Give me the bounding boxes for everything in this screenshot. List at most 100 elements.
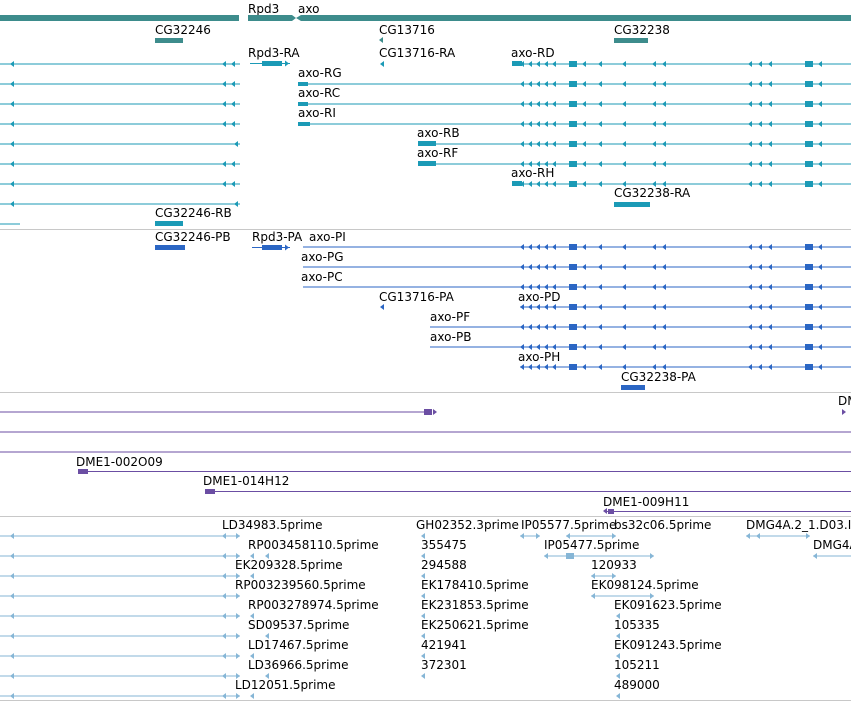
protein-axo-ph-exon (622, 364, 626, 370)
est-label-e-105335: 105335 (614, 618, 660, 632)
transcript-axo-rd-exon (582, 61, 586, 67)
est-mark (421, 533, 425, 539)
transcript-axo-rc-exon (569, 101, 577, 107)
transcript-axo-rb-exon (520, 141, 524, 147)
transcript-axo-rc-exon (768, 101, 772, 107)
transcript-axo-rc-exon (662, 101, 666, 107)
transcript-axo-ri-exon (544, 121, 548, 127)
protein-axo-pb-exon (552, 344, 556, 350)
est-mark (265, 633, 269, 639)
transcript-axo-rh-exon (768, 181, 772, 187)
protein-axo-pd-exon (552, 304, 556, 310)
protein-axo-pc-exon (598, 284, 602, 290)
transcript-exon-axo-rh (512, 181, 522, 186)
transcript-axo-rc-exon (622, 101, 626, 107)
est-left-exon (236, 553, 240, 559)
transcript-axo-rd-exon (544, 61, 548, 67)
transcript-axo-rd-exon (768, 61, 772, 67)
protein-axo-ph-exon (748, 364, 752, 370)
protein-axo-pd-exon (520, 304, 524, 310)
transcript-left-exon (222, 81, 226, 87)
protein-axo-pg-exon (622, 264, 626, 270)
transcript-axo-rc-exon (536, 101, 540, 107)
clone-label-dme1-014h12: DME1-014H12 (203, 474, 289, 488)
protein-axo-pf-exon (768, 324, 772, 330)
protein-axo-pb-exon (622, 344, 626, 350)
protein-axo-pf-exon (818, 324, 822, 330)
est-mark (250, 573, 254, 579)
est-label-e-dmg4a2: DMG4A.2_1.D03.I (746, 518, 851, 532)
protein-axo-ph-exon (758, 364, 762, 370)
transcript-axo-ri-exon (520, 121, 524, 127)
transcript-axo-ri-exon (805, 121, 813, 127)
est-left-exon (222, 573, 226, 579)
transcript-left-exon (231, 101, 235, 107)
protein-axo-pb-exon (818, 344, 822, 350)
transcript-axo-rd-exon (520, 61, 524, 67)
transcript-axo-rd-exon (622, 61, 626, 67)
protein-exon-cg32246-pb (155, 245, 185, 250)
protein-axo-pd-exon (569, 304, 577, 310)
protein-axo-pf-exon (569, 324, 577, 330)
protein-axo-pg-exon (805, 264, 813, 270)
est-label-e-rp003458110: RP003458110.5prime (248, 538, 379, 552)
transcript-axo-rf-exon (544, 161, 548, 167)
protein-axo-pd-exon (652, 304, 656, 310)
est-mark (250, 653, 254, 659)
est-label-e-ek091243: EK091243.5prime (614, 638, 722, 652)
est-label-e-294588: 294588 (421, 558, 467, 572)
protein-axo-pd-exon (818, 304, 822, 310)
protein-axo-pc-exon (748, 284, 752, 290)
protein-axo-pd-exon (805, 304, 813, 310)
transcript-axo-rh-exon (598, 181, 602, 187)
est-label-e-rp003278974: RP003278974.5prime (248, 598, 379, 612)
transcript-left-exon (231, 81, 235, 87)
est-left-arrow (10, 693, 14, 699)
transcript-axo-ri-exon (622, 121, 626, 127)
transcript-axo-rc-exon (582, 101, 586, 107)
est-label-e-ld34983: LD34983.5prime (222, 518, 323, 532)
est-label-e-rp003239560: RP003239560.5prime (235, 578, 366, 592)
transcript-axo-rb-exon (748, 141, 752, 147)
protein-axo-pi-exon (598, 244, 602, 250)
est-left-arrow (10, 673, 14, 679)
transcript-axo-rf-exon (758, 161, 762, 167)
protein-axo-pb-exon (748, 344, 752, 350)
transcript-axo-ri-exon (652, 121, 656, 127)
transcript-left-exon (234, 201, 238, 207)
protein-axo-pb-exon (528, 344, 532, 350)
est-label-e-dmg4a-edge: DMG4A (813, 538, 851, 552)
est-mark (421, 673, 425, 679)
transcript-axo-rh-exon (758, 181, 762, 187)
transcript-left-exon (234, 141, 238, 147)
clone-arrow-1 (433, 409, 437, 415)
est-left-exon (236, 693, 240, 699)
est-mark (746, 533, 750, 539)
transcript-axo-rc-exon (652, 101, 656, 107)
transcript-axo-rd-exon (662, 61, 666, 67)
transcript-axo-rc-exon (544, 101, 548, 107)
est-mark (536, 533, 540, 539)
est-label-e-ek178410: EK178410.5prime (421, 578, 529, 592)
gene-bar-left (0, 15, 239, 21)
protein-label-cg32238-pa: CG32238-PA (621, 370, 697, 384)
transcript-axo-rg-exon (528, 81, 532, 87)
est-left-exon (222, 673, 226, 679)
transcript-axo-rb-exon (622, 141, 626, 147)
protein-axo-pb-exon (662, 344, 666, 350)
protein-axo-pb-exon (598, 344, 602, 350)
est-mark (591, 573, 595, 579)
transcript-label-axo-rc: axo-RC (298, 86, 340, 100)
protein-axo-pi-exon (805, 244, 813, 250)
est-label-e-gh02352: GH02352.3prime (416, 518, 519, 532)
protein-axo-pg-exon (520, 264, 524, 270)
protein-axo-pf-exon (520, 324, 524, 330)
transcript-label-axo-rh: axo-RH (511, 166, 554, 180)
protein-axo-pg-exon (662, 264, 666, 270)
transcript-exon-axo-rd (512, 61, 522, 66)
transcript-axo-rg-exon (652, 81, 656, 87)
protein-label-cg32246-pb: CG32246-PB (155, 230, 231, 244)
est-label-e-sd09537: SD09537.5prime (248, 618, 349, 632)
gene-bar-cg32238 (614, 38, 648, 43)
